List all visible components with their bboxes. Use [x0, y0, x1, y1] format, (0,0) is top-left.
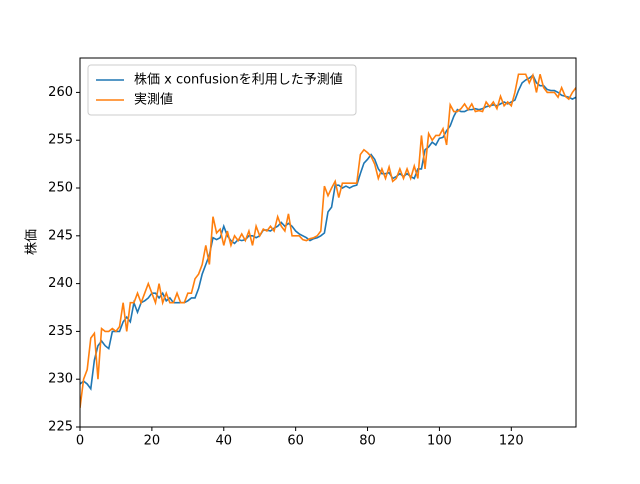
y-tick-label: 235 [48, 324, 73, 339]
y-tick-label: 240 [48, 276, 73, 291]
legend-label: 株価 x confusionを利用した予測値 [134, 72, 343, 88]
x-tick-label: 100 [427, 434, 452, 449]
x-tick-label: 80 [359, 434, 376, 449]
y-tick-label: 230 [48, 372, 73, 387]
x-tick-label: 20 [144, 434, 161, 449]
legend-label: 実測値 [134, 92, 173, 108]
y-axis-label: 株価 [25, 229, 40, 255]
x-tick-label: 120 [499, 434, 524, 449]
y-tick-label: 260 [48, 85, 73, 100]
x-tick-label: 60 [287, 434, 304, 449]
y-tick-label: 250 [48, 181, 73, 196]
series-line [80, 73, 576, 391]
y-tick-label: 225 [48, 420, 73, 435]
y-tick-label: 245 [48, 228, 73, 243]
x-tick-label: 40 [215, 434, 232, 449]
plot-frame [79, 57, 577, 428]
y-tick-label: 255 [48, 133, 73, 148]
x-tick-label: 0 [76, 434, 84, 449]
legend-box [87, 64, 357, 116]
series-line [80, 72, 576, 408]
